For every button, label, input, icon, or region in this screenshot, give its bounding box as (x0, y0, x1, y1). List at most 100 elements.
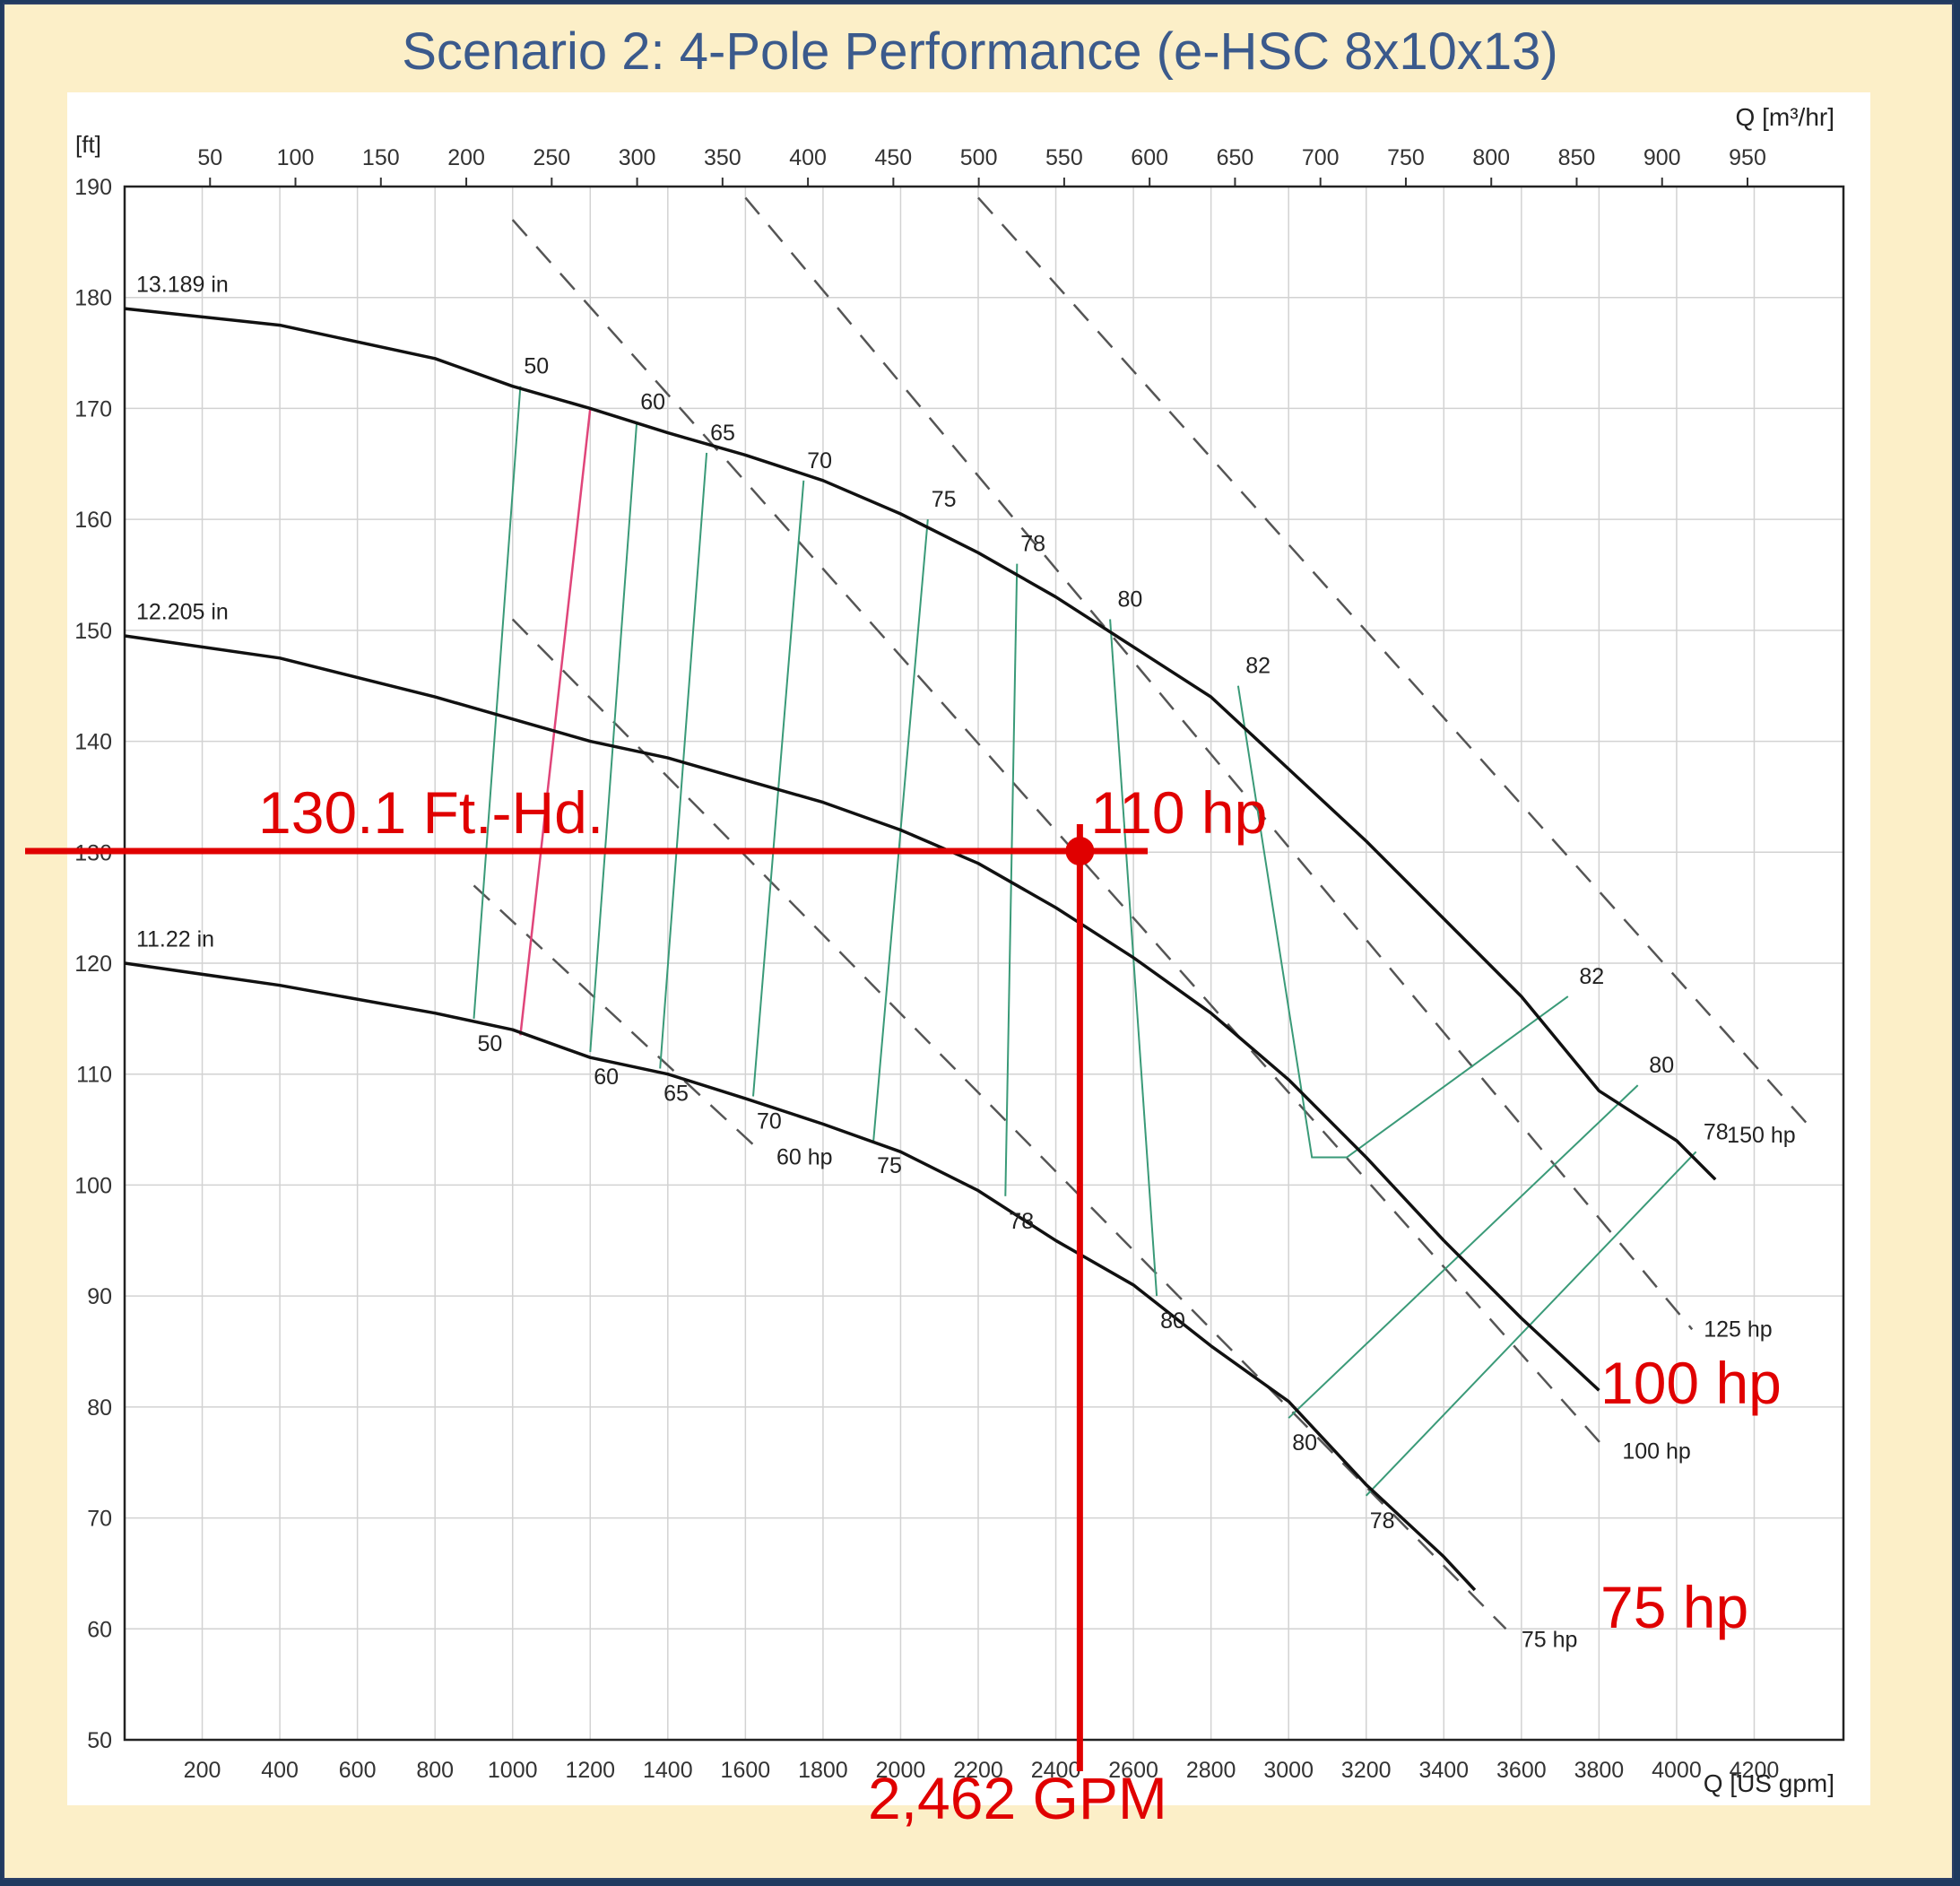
x-tick-label: 1800 (798, 1758, 848, 1783)
power-label: 125 hp (1704, 1317, 1772, 1342)
x-tick-label: 1600 (721, 1758, 771, 1783)
efficiency-label: 82 (1245, 654, 1271, 679)
y-tick-label: 160 (74, 508, 112, 533)
efficiency-label: 80 (1292, 1430, 1317, 1456)
power-line (977, 196, 1814, 1131)
head-curves (124, 307, 1717, 1592)
chart-panel (67, 92, 1870, 1805)
y-tick-label: 190 (74, 175, 112, 200)
x2-tick-label: 700 (1302, 145, 1340, 170)
y-tick-label: 70 (87, 1507, 112, 1532)
x2-tick-label: 450 (875, 145, 913, 170)
x2-tick-label: 350 (704, 145, 742, 170)
x2-tick-label: 750 (1387, 145, 1425, 170)
x2-tick-label: 250 (533, 145, 570, 170)
y-tick-label: 120 (74, 952, 112, 977)
y-tick-label: 170 (74, 396, 112, 422)
x-tick-label: 1200 (565, 1758, 615, 1783)
head-curve (124, 961, 1477, 1592)
x-axis-label: Q [US gpm] (1704, 1769, 1834, 1797)
x-tick-label: 1000 (488, 1758, 538, 1783)
curve-labels: 13.189 in 12.205 in 11.22 in 50 60 65 70 75 78 80… (136, 273, 1796, 1653)
efficiency-label: 78 (1009, 1209, 1034, 1234)
efficiency-label: 60 (594, 1065, 619, 1090)
flow-annotation: 2,462 GPM (868, 1765, 1167, 1831)
x2-tick-label: 200 (447, 145, 485, 170)
efficiency-label: 80 (1117, 587, 1142, 612)
impeller-diameter-label: 13.189 in (136, 273, 229, 298)
x-tick-label: 600 (339, 1758, 377, 1783)
x-tick-label: 3400 (1418, 1758, 1469, 1783)
efficiency-label: 75 (877, 1153, 902, 1178)
slide-title: Scenario 2: 4-Pole Performance (e-HSC 8x… (402, 22, 1558, 81)
power-line (473, 884, 762, 1153)
head-curve (124, 307, 1717, 1181)
x-tick-label: 4200 (1730, 1758, 1780, 1783)
x-tick-label: 3800 (1574, 1758, 1625, 1783)
efficiency-label: 78 (1020, 532, 1045, 557)
head-curve (124, 634, 1600, 1392)
x2-tick-label: 400 (789, 145, 827, 170)
grid (125, 186, 1843, 1741)
efficiency-label: 78 (1370, 1508, 1395, 1534)
x2-tick-label: 500 (960, 145, 998, 170)
y-tick-label: 50 (87, 1728, 112, 1753)
x2-tick-label: 50 (197, 145, 222, 170)
efficiency-line (659, 452, 708, 1069)
y-axis-label: [ft] (75, 131, 101, 158)
x-tick-label: 3000 (1263, 1758, 1314, 1783)
x2-tick-label: 900 (1643, 145, 1681, 170)
x-tick-label: 1400 (643, 1758, 693, 1783)
operating-point-dot (1065, 837, 1095, 866)
efficiency-line (1365, 1151, 1697, 1497)
y-tick-label: 110 (76, 1063, 112, 1088)
power-label: 100 hp (1622, 1438, 1690, 1464)
efficiency-line (1004, 563, 1019, 1196)
x2-tick-label: 550 (1045, 145, 1083, 170)
x-tick-label: 3200 (1341, 1758, 1392, 1783)
y-tick-label: 180 (74, 286, 112, 311)
power-lines (473, 196, 1814, 1630)
x-tick-label: 2000 (876, 1758, 926, 1783)
x2-axis-label: Q [m³/hr] (1736, 103, 1834, 131)
efficiency-label: 78 (1704, 1119, 1729, 1144)
efficiency-label: 80 (1649, 1053, 1674, 1078)
efficiency-label: 80 (1160, 1308, 1185, 1334)
y-tick-label: 90 (87, 1284, 112, 1309)
efficiency-label: 65 (710, 421, 735, 446)
x-tick-label: 4000 (1652, 1758, 1702, 1783)
x-tick-label: 200 (184, 1758, 221, 1783)
x2-tick-label: 950 (1729, 145, 1766, 170)
power-label: 150 hp (1727, 1123, 1795, 1148)
y-tick-label: 80 (87, 1395, 112, 1421)
x-tick-label: 2400 (1031, 1758, 1081, 1783)
x2-tick-label: 150 (362, 145, 400, 170)
operating-point-overlay: 130.1 Ft.-Hd. 110 hp 2,462 GPM 100 hp 75… (25, 779, 1782, 1831)
efficiency-label: 70 (757, 1108, 782, 1134)
efficiency-label: 70 (807, 448, 832, 474)
power-line (511, 618, 1507, 1630)
efficiency-line (589, 422, 638, 1053)
x-tick-label: 3600 (1496, 1758, 1547, 1783)
power-label: 60 hp (776, 1145, 833, 1170)
efficiency-line (1288, 1084, 1639, 1419)
efficiency-label: 75 (932, 487, 957, 512)
x-tick-label: 2200 (953, 1758, 1003, 1783)
x-tick-label: 400 (261, 1758, 299, 1783)
power-line (744, 196, 1694, 1331)
x2-tick-label: 850 (1558, 145, 1596, 170)
y-tick-label: 60 (87, 1617, 112, 1642)
x-tick-label: 800 (416, 1758, 454, 1783)
efficiency-line (473, 386, 522, 1019)
x2-tick-label: 600 (1131, 145, 1168, 170)
efficiency-line (1236, 685, 1569, 1159)
efficiency-label: 82 (1579, 964, 1604, 989)
x2-tick-label: 800 (1472, 145, 1510, 170)
y-tick-label: 140 (74, 730, 112, 755)
power-75-annotation: 75 hp (1600, 1574, 1748, 1640)
efficiency-label: 65 (663, 1082, 689, 1107)
power-label: 75 hp (1522, 1628, 1578, 1653)
x2-tick-label: 650 (1217, 145, 1254, 170)
x2-tick-label: 300 (619, 145, 656, 170)
